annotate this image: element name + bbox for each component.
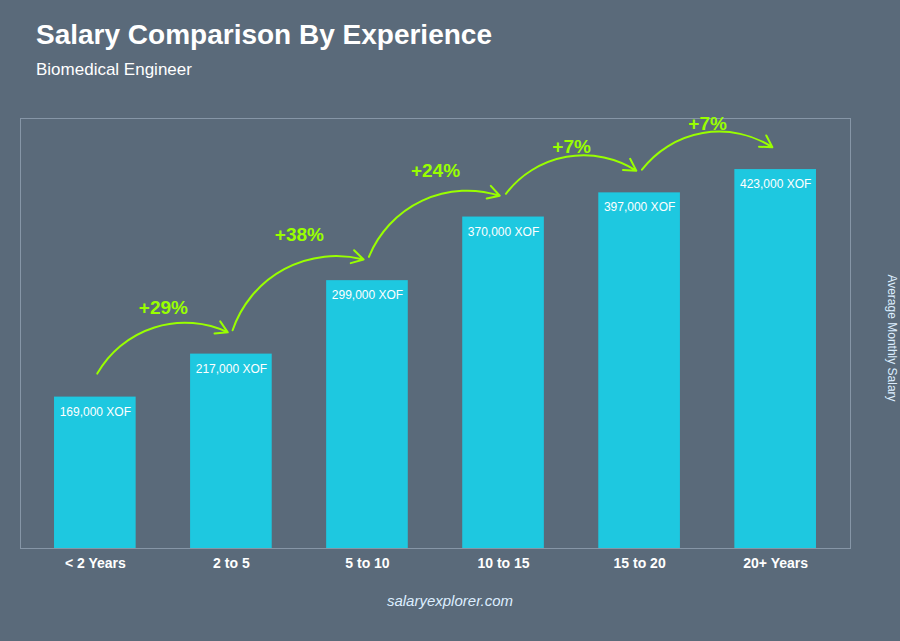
html-text:salaryexplorer.com: salaryexplorer.com bbox=[386, 592, 514, 609]
svg-text:397,000 XOF: 397,000 XOF bbox=[604, 200, 675, 214]
svg-text:< 2 Years: < 2 Years bbox=[65, 555, 126, 571]
svg-text:2 to 5: 2 to 5 bbox=[213, 555, 250, 571]
svg-text:15 to 20: 15 to 20 bbox=[614, 555, 666, 571]
svg-text:+24%: +24% bbox=[411, 160, 460, 181]
html-text:Average Monthly Salary: Average Monthly Salary bbox=[885, 274, 899, 402]
svg-text:+7%: +7% bbox=[688, 113, 727, 134]
svg-text:20+ Years: 20+ Years bbox=[743, 555, 808, 571]
svg-text:217,000 XOF: 217,000 XOF bbox=[196, 362, 267, 376]
svg-text:+29%: +29% bbox=[139, 297, 188, 318]
html-text:Salary Comparison By Experienc: Salary Comparison By Experience bbox=[36, 19, 492, 50]
svg-text:299,000 XOF: 299,000 XOF bbox=[332, 288, 403, 302]
html-text:Biomedical Engineer: Biomedical Engineer bbox=[36, 60, 192, 79]
svg-text:+7%: +7% bbox=[552, 136, 591, 157]
svg-text:5 to 10: 5 to 10 bbox=[345, 555, 390, 571]
svg-text:169,000 XOF: 169,000 XOF bbox=[60, 405, 131, 419]
svg-text:+38%: +38% bbox=[275, 224, 324, 245]
svg-text:370,000 XOF: 370,000 XOF bbox=[468, 225, 539, 239]
svg-text:10 to 15: 10 to 15 bbox=[477, 555, 529, 571]
svg-text:423,000 XOF: 423,000 XOF bbox=[740, 177, 811, 191]
